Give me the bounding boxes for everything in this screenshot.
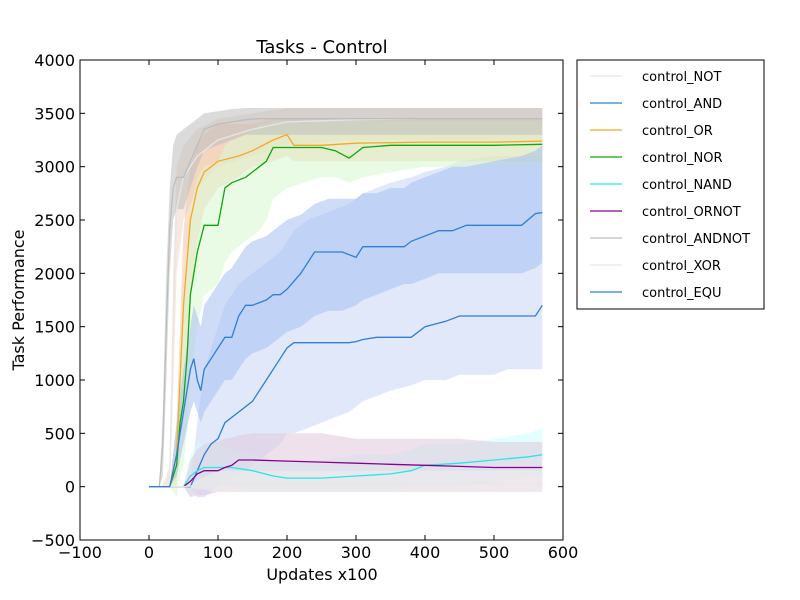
y-tick-label: 4000 [34,51,75,70]
band-control_ANDNOT [149,108,543,487]
series-line-control_AND [149,304,543,488]
y-axis-label: Task Performance [9,229,28,371]
series-line-control_XOR [149,482,543,488]
y-tick-label: −500 [31,531,75,550]
band-control_XOR [149,470,543,492]
confidence-bands [149,108,543,498]
legend: control_NOT control_AND control_OR control_… [576,59,765,310]
y-tick-label: 500 [44,424,75,443]
legend-label-control_EQU: control_EQU [642,286,722,301]
x-axis-label: Updates x100 [266,565,377,584]
band-control_NOR [149,120,543,498]
y-tick-label: 2000 [34,264,75,283]
plot-frame [79,59,564,541]
x-tick-label: 400 [410,543,441,562]
legend-label-control_NOT: control_NOT [642,70,722,85]
x-tick-label: 300 [341,543,372,562]
series-line-control_ORNOT [149,459,543,488]
legend-label-control_ANDNOT: control_ANDNOT [642,232,750,247]
legend-label-control_ORNOT: control_ORNOT [642,205,741,220]
x-tick-label: 100 [203,543,234,562]
y-tick-label: 2500 [34,211,75,230]
legend-label-control_OR: control_OR [642,124,713,139]
legend-label-control_AND: control_AND [642,97,722,112]
x-axis: −100 0 100 200 300 400 500 600 [58,60,578,562]
series-line-control_NOR [149,143,543,488]
x-tick-label: 600 [548,543,579,562]
series-line-control_OR [149,133,543,488]
chart-title: Tasks - Control [255,37,387,58]
x-tick-label: 200 [272,543,303,562]
y-tick-label: 1500 [34,318,75,337]
series-lines [149,118,543,488]
series-line-control_NAND [149,454,543,488]
y-tick-label: 3500 [34,104,75,123]
legend-label-control_NOR: control_NOR [642,151,723,166]
legend-label-control_NAND: control_NAND [642,178,732,193]
legend-label-control_XOR: control_XOR [642,259,721,274]
y-tick-label: 3000 [34,158,75,177]
y-tick-label: 1000 [34,371,75,390]
y-tick-label: 0 [65,478,75,497]
series-line-control_EQU [149,211,543,488]
y-axis: −500 0 500 1000 1500 2000 2500 3000 3500 4000 [31,51,563,550]
x-tick-label: 500 [479,543,510,562]
series-line-control_ANDNOT [149,118,543,488]
x-tick-label: −100 [58,543,102,562]
x-tick-label: 0 [144,543,154,562]
